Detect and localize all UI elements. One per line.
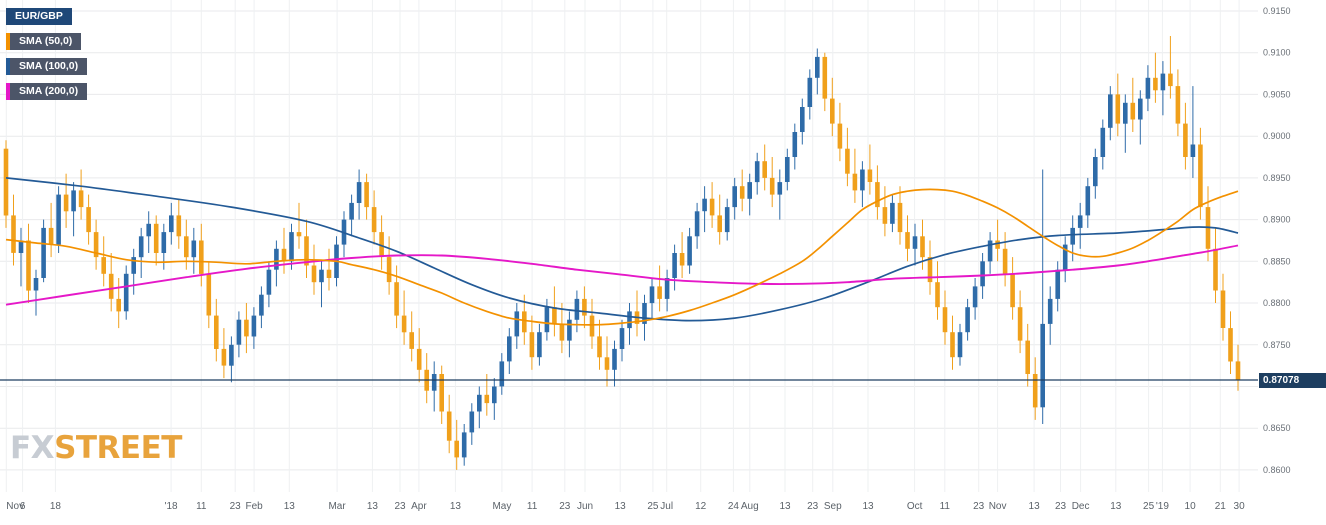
svg-text:0.9150: 0.9150 [1263, 6, 1291, 16]
svg-text:Nov: Nov [6, 501, 24, 512]
svg-text:Feb: Feb [245, 501, 263, 512]
svg-text:23: 23 [807, 501, 819, 512]
svg-text:'19: '19 [1156, 501, 1169, 512]
legend-sma-50[interactable]: SMA (50,0) [6, 33, 82, 50]
svg-text:11: 11 [527, 501, 538, 512]
sma50-line [5, 188, 1239, 326]
legend-sma-100[interactable]: SMA (100,0) [6, 58, 88, 75]
price-tag: 0.87078 [1259, 372, 1326, 388]
svg-text:10: 10 [1185, 501, 1197, 512]
svg-text:0.8600: 0.8600 [1263, 465, 1291, 475]
svg-text:0.8900: 0.8900 [1263, 215, 1291, 225]
fxstreet-logo-street: STREET [54, 430, 182, 466]
svg-text:Jun: Jun [577, 501, 593, 512]
svg-text:24: 24 [728, 501, 740, 512]
svg-text:0.8950: 0.8950 [1263, 173, 1291, 183]
svg-text:13: 13 [862, 501, 874, 512]
grid-layer [0, 0, 1258, 492]
svg-text:13: 13 [1110, 501, 1122, 512]
svg-text:0.9100: 0.9100 [1263, 48, 1291, 58]
svg-text:23: 23 [1055, 501, 1067, 512]
chart-legend: EUR/GBP SMA (50,0) SMA (100,0) SMA (200,… [6, 8, 88, 100]
svg-text:18: 18 [50, 501, 62, 512]
svg-text:Jul: Jul [660, 501, 673, 512]
svg-text:13: 13 [284, 501, 296, 512]
candles-layer [3, 36, 1241, 470]
svg-text:11: 11 [940, 501, 951, 512]
svg-text:Dec: Dec [1072, 501, 1090, 512]
sma100-line [5, 177, 1239, 322]
svg-text:0.9050: 0.9050 [1263, 89, 1291, 99]
sma-lines-layer [5, 177, 1239, 326]
svg-text:13: 13 [450, 501, 462, 512]
svg-text:'18: '18 [165, 501, 178, 512]
svg-text:25: 25 [1143, 501, 1155, 512]
svg-text:Sep: Sep [824, 501, 842, 512]
svg-text:Nov: Nov [989, 501, 1007, 512]
fxstreet-logo-fx: FX [10, 430, 55, 466]
svg-text:Oct: Oct [907, 501, 923, 512]
svg-text:23: 23 [559, 501, 571, 512]
svg-text:30: 30 [1234, 501, 1246, 512]
svg-text:13: 13 [615, 501, 627, 512]
svg-text:0.8850: 0.8850 [1263, 256, 1291, 266]
legend-sma-200[interactable]: SMA (200,0) [6, 83, 88, 100]
svg-text:0.9000: 0.9000 [1263, 131, 1291, 141]
svg-text:13: 13 [779, 501, 791, 512]
sma200-line [5, 244, 1239, 306]
svg-text:23: 23 [230, 501, 242, 512]
svg-text:Aug: Aug [741, 501, 759, 512]
svg-text:25: 25 [647, 501, 659, 512]
svg-text:0.8650: 0.8650 [1263, 423, 1291, 433]
svg-text:May: May [492, 501, 511, 512]
svg-text:11: 11 [196, 501, 207, 512]
svg-text:13: 13 [367, 501, 379, 512]
svg-text:12: 12 [695, 501, 707, 512]
svg-text:Apr: Apr [411, 501, 427, 512]
svg-text:0.8750: 0.8750 [1263, 340, 1291, 350]
svg-text:23: 23 [394, 501, 406, 512]
y-axis-labels: 0.9150 0.9100 0.9050 0.9000 0.8950 0.8900 0.88… [1263, 6, 1291, 475]
svg-text:6: 6 [20, 501, 26, 512]
svg-text:13: 13 [1029, 501, 1041, 512]
svg-text:21: 21 [1215, 501, 1227, 512]
svg-text:Mar: Mar [328, 501, 346, 512]
fxstreet-logo: FXSTREET [10, 430, 182, 466]
svg-text:23: 23 [973, 501, 985, 512]
legend-symbol[interactable]: EUR/GBP [6, 8, 72, 25]
svg-text:0.8800: 0.8800 [1263, 298, 1291, 308]
